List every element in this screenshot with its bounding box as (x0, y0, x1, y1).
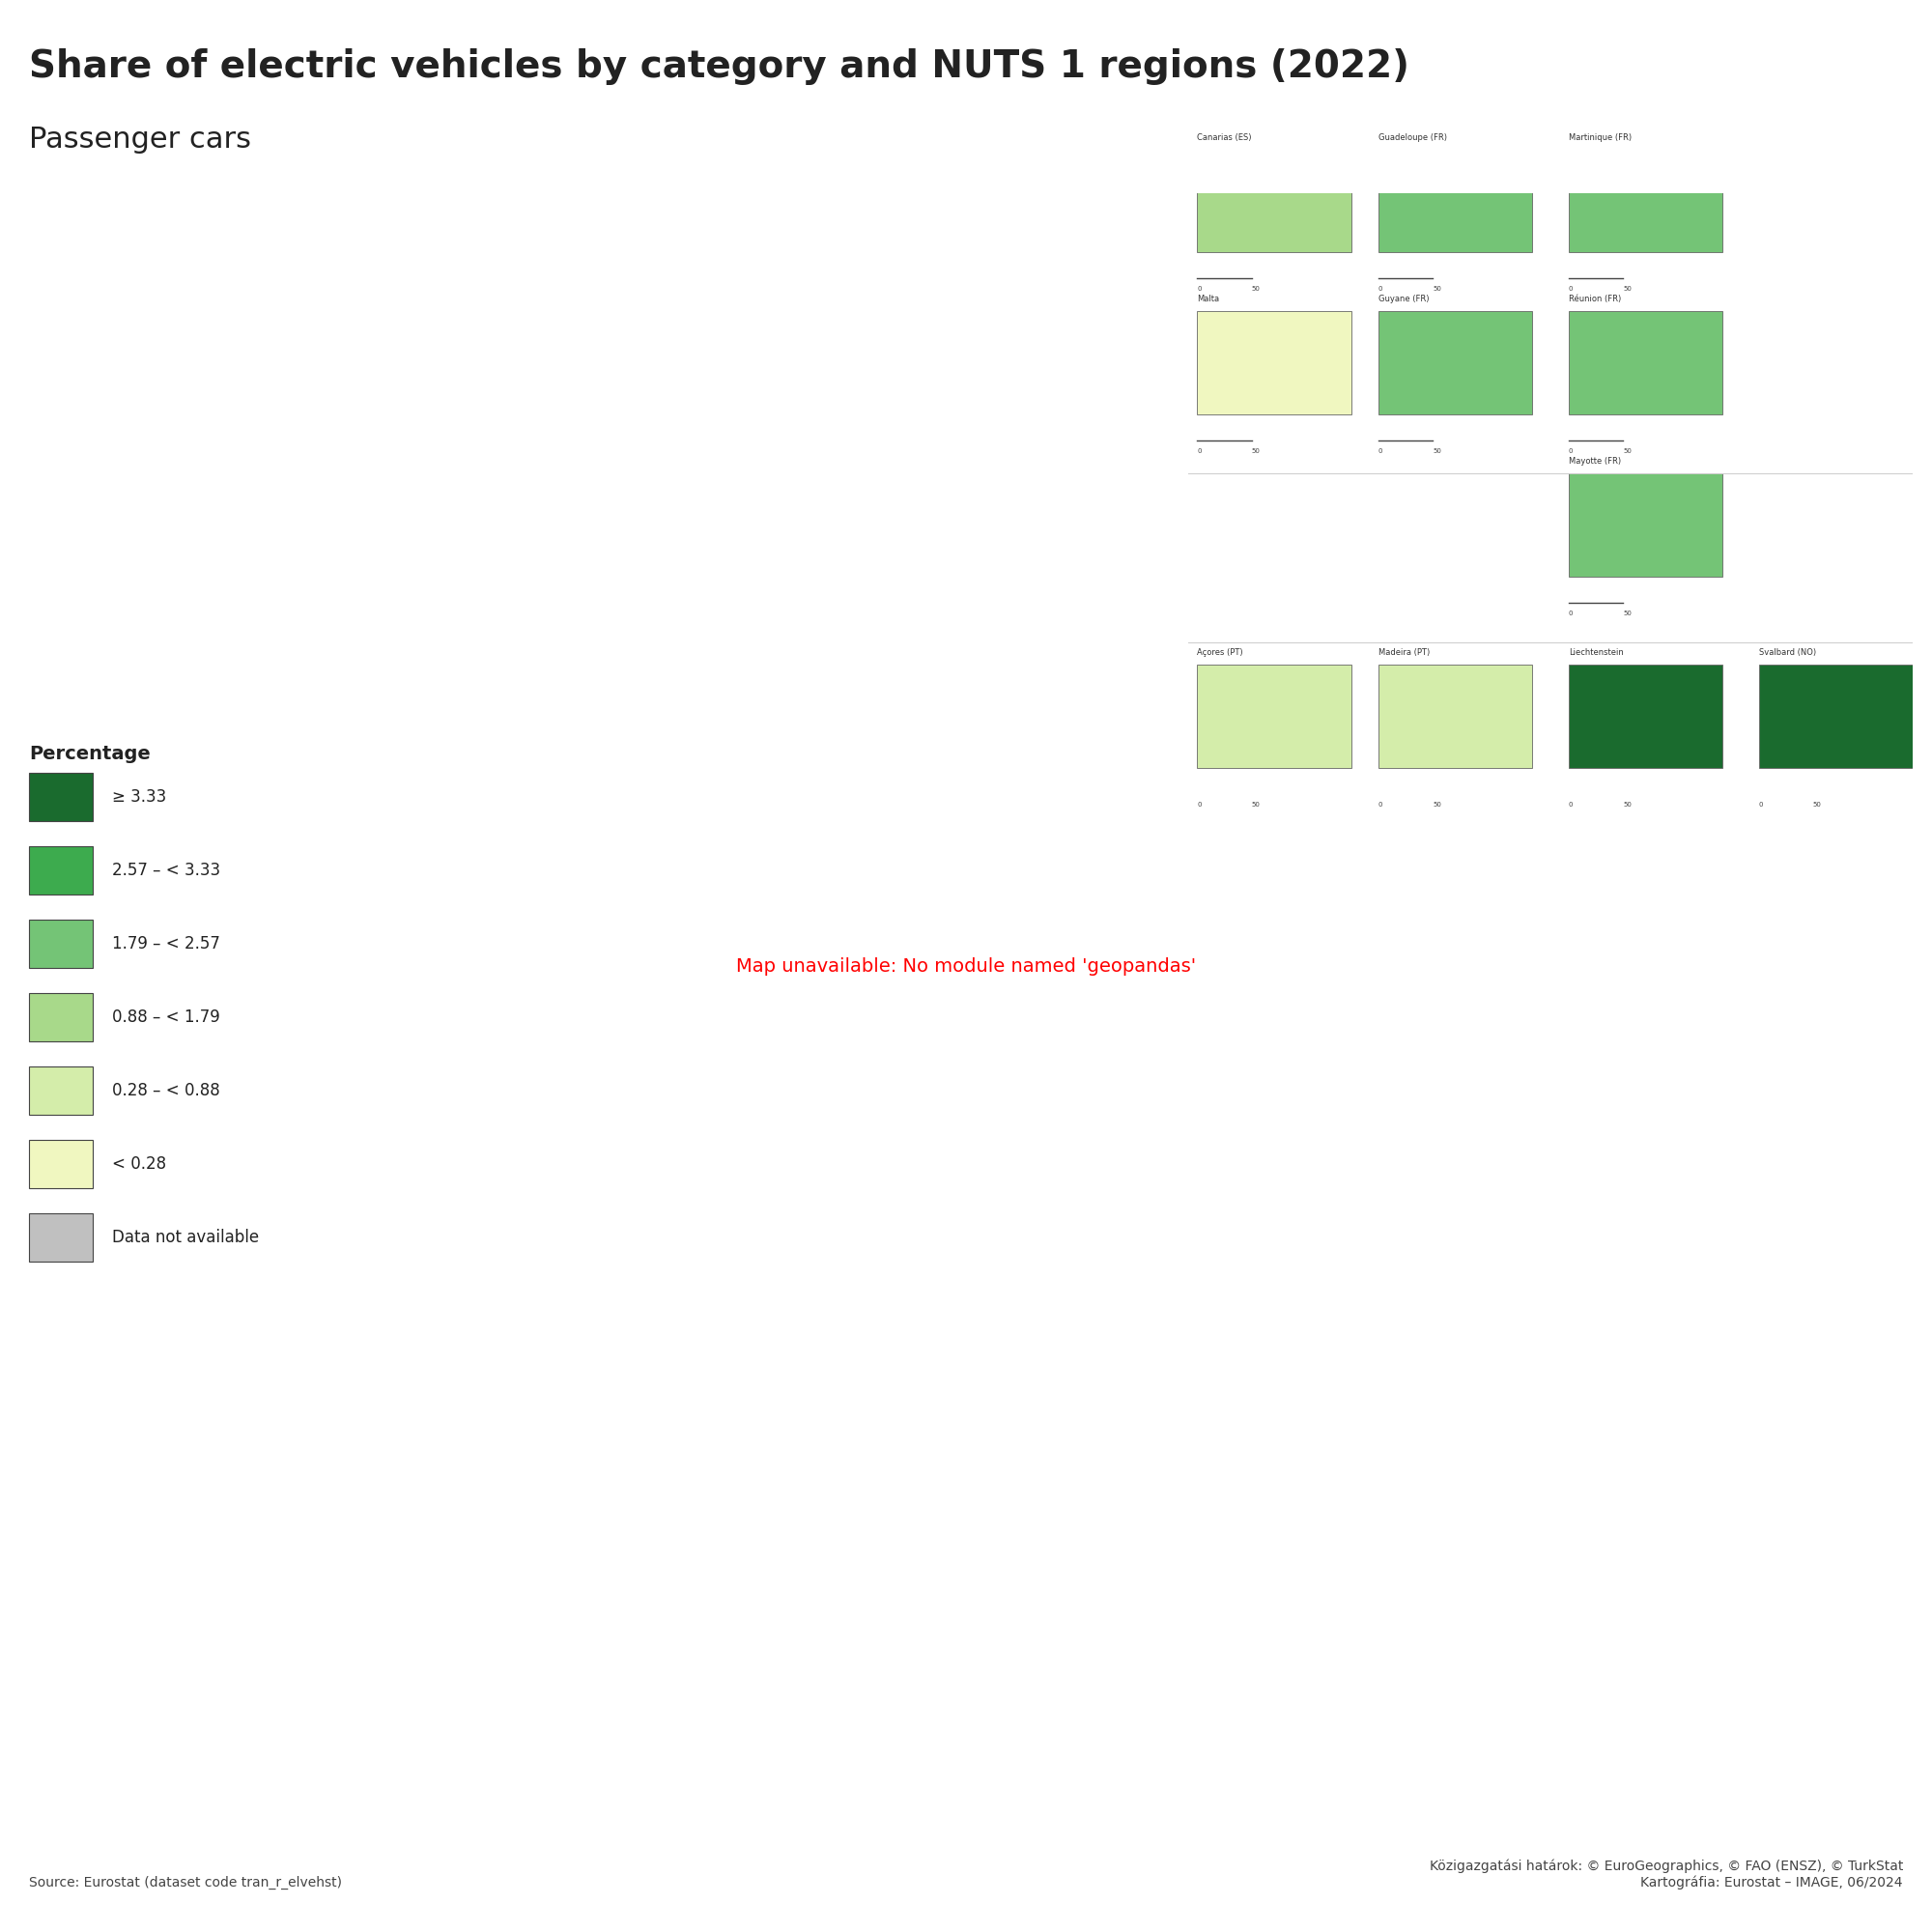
Text: 50: 50 (1434, 802, 1441, 808)
Text: Source: Eurostat (dataset code tran_r_elvehst): Source: Eurostat (dataset code tran_r_el… (29, 1876, 342, 1889)
Text: Percentage: Percentage (29, 744, 151, 763)
Text: 50: 50 (1623, 611, 1631, 616)
Text: 0: 0 (1569, 611, 1573, 616)
Text: 50: 50 (1623, 802, 1631, 808)
Text: Közigazgatási határok: © EuroGeographics, © FAO (ENSZ), © TurkStat
Kartográfia: : Közigazgatási határok: © EuroGeographics… (1430, 1859, 1903, 1889)
Text: Canarias (ES): Canarias (ES) (1198, 133, 1252, 141)
Bar (1378, 149, 1532, 253)
Text: 0: 0 (1198, 286, 1202, 292)
Text: Liechtenstein: Liechtenstein (1569, 649, 1623, 657)
Bar (1378, 665, 1532, 767)
Text: 50: 50 (1252, 286, 1260, 292)
Text: 50: 50 (1623, 286, 1631, 292)
Text: < 0.28: < 0.28 (112, 1155, 166, 1173)
Text: 0.28 – < 0.88: 0.28 – < 0.88 (112, 1082, 220, 1099)
Text: 50: 50 (1252, 802, 1260, 808)
Text: 50: 50 (1252, 448, 1260, 454)
Text: Map unavailable: No module named 'geopandas': Map unavailable: No module named 'geopan… (736, 956, 1196, 976)
Text: Data not available: Data not available (112, 1229, 259, 1246)
Bar (1569, 149, 1723, 253)
Text: 0: 0 (1198, 802, 1202, 808)
Text: 0.88 – < 1.79: 0.88 – < 1.79 (112, 1009, 220, 1026)
Text: Mayotte (FR): Mayotte (FR) (1569, 458, 1621, 466)
Text: 0: 0 (1569, 448, 1573, 454)
Text: ≥ 3.33: ≥ 3.33 (112, 788, 166, 806)
Text: Réunion (FR): Réunion (FR) (1569, 296, 1621, 303)
Bar (1569, 665, 1723, 767)
Bar (1198, 311, 1350, 413)
Text: Guyane (FR): Guyane (FR) (1378, 296, 1430, 303)
Text: 50: 50 (1434, 286, 1441, 292)
Text: 0: 0 (1378, 448, 1383, 454)
Text: Açores (PT): Açores (PT) (1198, 649, 1244, 657)
Text: Malta: Malta (1198, 296, 1219, 303)
Text: 2.57 – < 3.33: 2.57 – < 3.33 (112, 862, 220, 879)
Text: Svalbard (NO): Svalbard (NO) (1758, 649, 1816, 657)
Bar (1198, 665, 1350, 767)
Text: 1.79 – < 2.57: 1.79 – < 2.57 (112, 935, 220, 952)
Bar (1758, 665, 1913, 767)
Text: Guadeloupe (FR): Guadeloupe (FR) (1378, 133, 1447, 141)
Text: 0: 0 (1198, 448, 1202, 454)
Text: 0: 0 (1569, 286, 1573, 292)
Text: 0: 0 (1378, 286, 1383, 292)
Bar (1378, 311, 1532, 413)
Text: Passenger cars: Passenger cars (29, 126, 251, 155)
Text: 50: 50 (1812, 802, 1822, 808)
Text: 0: 0 (1569, 802, 1573, 808)
Text: 0: 0 (1758, 802, 1764, 808)
Text: 0: 0 (1378, 802, 1383, 808)
Text: Martinique (FR): Martinique (FR) (1569, 133, 1631, 141)
Bar (1198, 149, 1350, 253)
Text: 50: 50 (1434, 448, 1441, 454)
Text: 50: 50 (1623, 448, 1631, 454)
Bar (1569, 311, 1723, 413)
Text: Share of electric vehicles by category and NUTS 1 regions (2022): Share of electric vehicles by category a… (29, 48, 1410, 85)
Bar (1569, 473, 1723, 576)
Text: Madeira (PT): Madeira (PT) (1378, 649, 1430, 657)
